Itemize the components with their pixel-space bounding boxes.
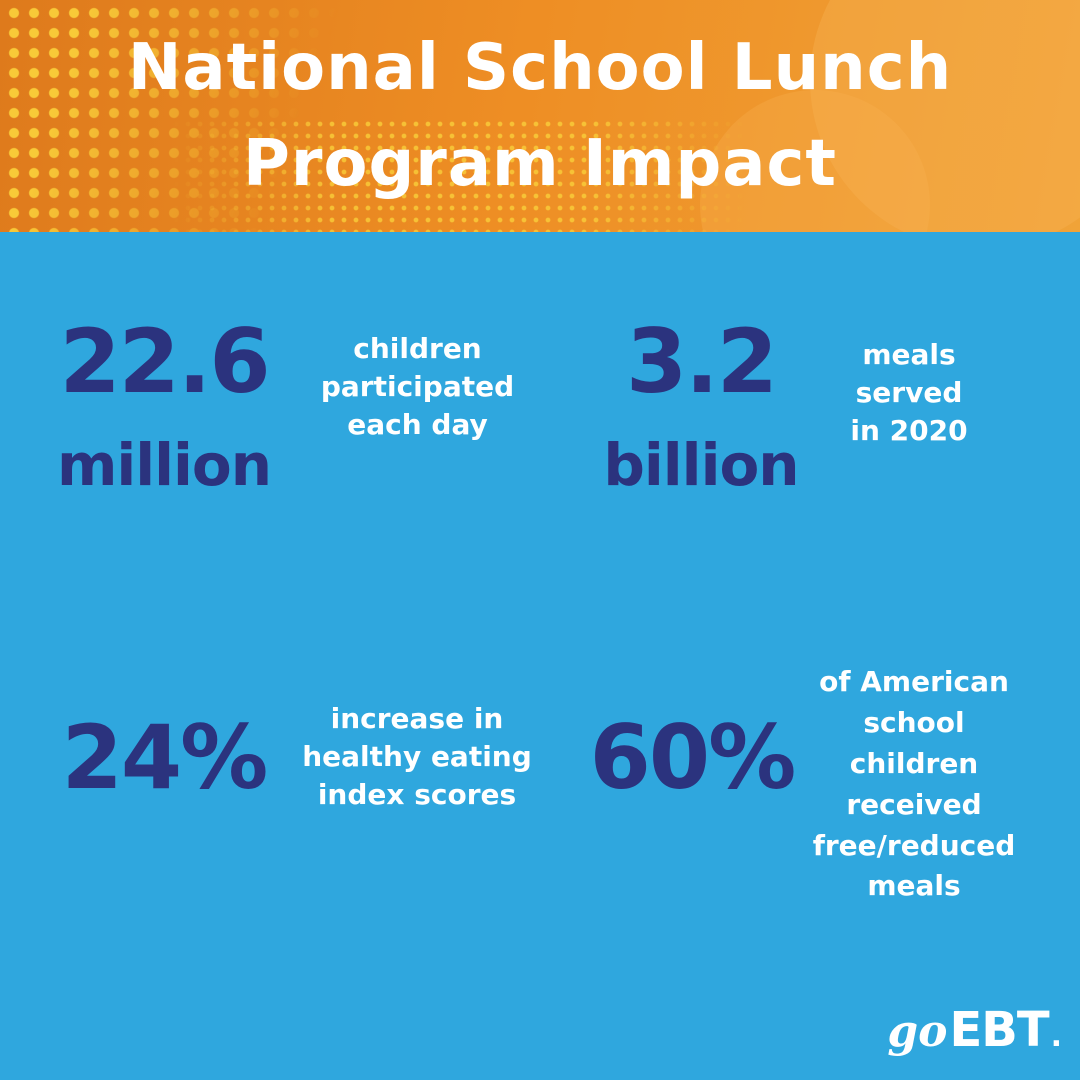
stat-value: 60%	[589, 706, 797, 809]
stat-meals-served: 3.2 billion	[592, 310, 810, 499]
stat-free-reduced-meals: 60%	[576, 714, 808, 802]
stat-label-meals-served: meals served in 2020	[850, 338, 968, 448]
stat-value: 22.6	[59, 310, 270, 413]
decorative-circle-large	[810, 0, 1080, 232]
stat-value: 24%	[61, 706, 269, 809]
header-banner: National School Lunch Program Impact	[0, 0, 1080, 232]
stat-label-healthy-eating-increase: increase in healthy eating index scores	[302, 702, 532, 812]
stat-children-participated: 22.6 million	[38, 310, 290, 499]
goebt-logo: go EBT .	[887, 1002, 1062, 1058]
stat-unit: million	[56, 431, 272, 499]
halftone-dot-pattern-band	[170, 118, 750, 232]
stat-label-free-reduced-meals: of American school children received fre…	[812, 665, 1016, 903]
stat-healthy-eating-increase: 24%	[38, 714, 290, 802]
stat-value: 3.2	[626, 310, 778, 413]
logo-ebt-text: EBT	[949, 1002, 1049, 1058]
stat-label-children-participated: children participated each day	[320, 332, 515, 442]
title-line-1: National School Lunch	[127, 31, 953, 105]
logo-go-text: go	[887, 1006, 948, 1057]
stat-unit: billion	[603, 431, 799, 499]
page-title: National School Lunch Program Impact	[0, 0, 1080, 232]
logo-mark: .	[1050, 1019, 1062, 1054]
title-line-2: Program Impact	[243, 127, 837, 201]
